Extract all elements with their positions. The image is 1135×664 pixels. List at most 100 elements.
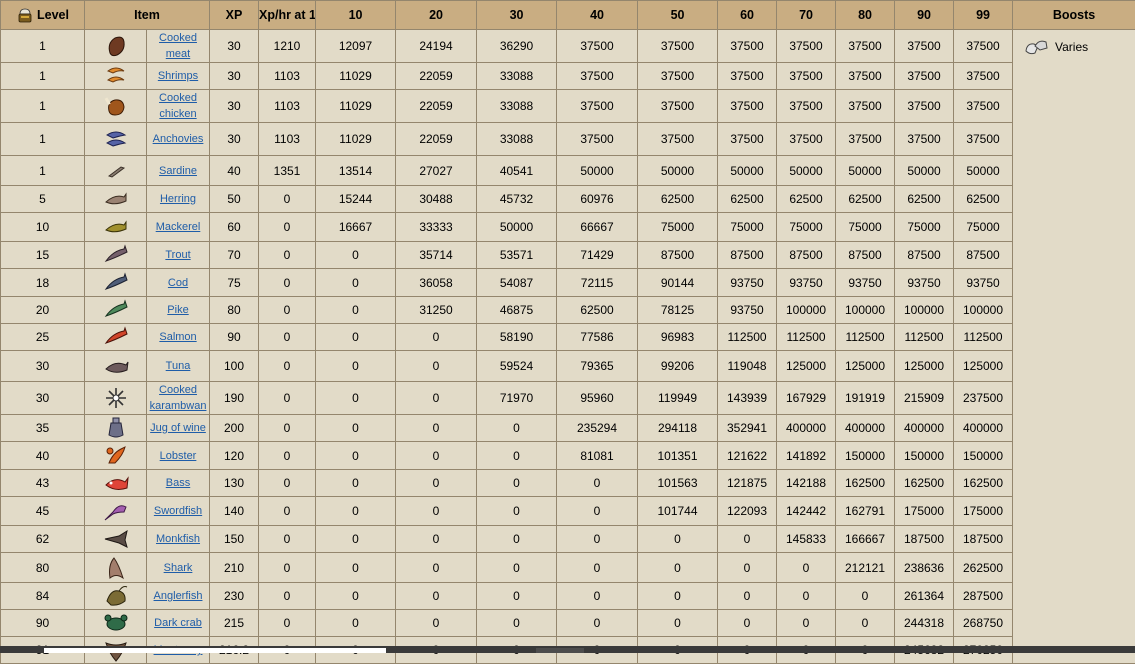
- item-link[interactable]: Jug of wine: [150, 422, 206, 434]
- xp-cell: 30: [210, 30, 259, 63]
- header-item[interactable]: Item: [85, 1, 210, 30]
- item-link[interactable]: Anchovies: [153, 133, 204, 145]
- xphr-cell: 0: [259, 269, 316, 297]
- header-20[interactable]: 20: [396, 1, 477, 30]
- item-icon-cell[interactable]: [85, 213, 147, 242]
- bass-icon[interactable]: [101, 470, 131, 496]
- item-link[interactable]: Sardine: [159, 165, 197, 177]
- item-icon-cell[interactable]: [85, 553, 147, 583]
- trout-icon[interactable]: [101, 242, 131, 268]
- item-link[interactable]: Salmon: [159, 331, 196, 343]
- header-30[interactable]: 30: [477, 1, 557, 30]
- xphr-cell: 37500: [777, 63, 836, 90]
- item-icon-cell[interactable]: [85, 186, 147, 213]
- salmon-icon[interactable]: [101, 324, 131, 350]
- item-icon-cell[interactable]: [85, 269, 147, 297]
- item-link[interactable]: Trout: [165, 249, 190, 261]
- header-level[interactable]: Level: [1, 1, 85, 30]
- level-cell: 18: [1, 269, 85, 297]
- header-boosts[interactable]: Boosts: [1013, 1, 1135, 30]
- header-99[interactable]: 99: [954, 1, 1013, 30]
- xphr-cell: 87500: [836, 242, 895, 269]
- xphr-cell: 400000: [836, 415, 895, 442]
- item-link[interactable]: Bass: [166, 477, 190, 489]
- level-cell: 1: [1, 123, 85, 156]
- item-link[interactable]: Swordfish: [154, 505, 202, 517]
- header-90[interactable]: 90: [895, 1, 954, 30]
- level-cell: 1: [1, 30, 85, 63]
- swordfish-icon[interactable]: [101, 498, 131, 524]
- item-icon-cell[interactable]: [85, 583, 147, 610]
- item-icon-cell[interactable]: [85, 351, 147, 382]
- mackerel-icon[interactable]: [101, 214, 131, 240]
- xphr-cell: 191919: [836, 382, 895, 415]
- item-icon-cell[interactable]: [85, 63, 147, 90]
- item-icon-cell[interactable]: [85, 156, 147, 186]
- pike-icon[interactable]: [101, 297, 131, 323]
- xphr-cell: 238636: [895, 553, 954, 583]
- item-link[interactable]: Cooked chicken: [159, 92, 197, 120]
- dark-crab-icon[interactable]: [101, 610, 131, 636]
- cooked-karambwan-icon[interactable]: [101, 385, 131, 411]
- item-link[interactable]: Shark: [164, 562, 193, 574]
- item-link[interactable]: Cooked meat: [159, 32, 197, 60]
- xphr-cell: 13514: [316, 156, 396, 186]
- item-icon-cell[interactable]: [85, 442, 147, 470]
- item-icon-cell[interactable]: [85, 90, 147, 123]
- item-link[interactable]: Herring: [160, 193, 196, 205]
- header-10[interactable]: 10: [316, 1, 396, 30]
- item-link[interactable]: Tuna: [166, 360, 191, 372]
- item-icon-cell[interactable]: [85, 497, 147, 526]
- item-link[interactable]: Cod: [168, 277, 188, 289]
- header-80[interactable]: 80: [836, 1, 895, 30]
- scrollbar-thumb[interactable]: [44, 648, 386, 653]
- item-link[interactable]: Shrimps: [158, 70, 198, 82]
- item-link[interactable]: Lobster: [160, 450, 197, 462]
- item-link[interactable]: Monkfish: [156, 533, 200, 545]
- xphr-cell: 78125: [638, 297, 718, 324]
- item-link[interactable]: Anglerfish: [154, 590, 203, 602]
- header-40[interactable]: 40: [557, 1, 638, 30]
- cod-icon[interactable]: [101, 270, 131, 296]
- item-icon-cell[interactable]: [85, 415, 147, 442]
- header-50[interactable]: 50: [638, 1, 718, 30]
- anchovies-icon[interactable]: [101, 126, 131, 152]
- cooked-meat-icon[interactable]: [101, 33, 131, 59]
- item-icon-cell[interactable]: [85, 123, 147, 156]
- anglerfish-icon[interactable]: [101, 583, 131, 609]
- herring-icon[interactable]: [101, 186, 131, 212]
- header-60[interactable]: 60: [718, 1, 777, 30]
- xphr-cell: 37500: [638, 123, 718, 156]
- item-link[interactable]: Pike: [167, 304, 188, 316]
- item-link[interactable]: Mackerel: [156, 221, 201, 233]
- xphr-cell: 30488: [396, 186, 477, 213]
- item-icon-cell[interactable]: [85, 470, 147, 497]
- tuna-icon[interactable]: [101, 353, 131, 379]
- header-xp[interactable]: XP: [210, 1, 259, 30]
- item-icon-cell[interactable]: [85, 30, 147, 63]
- item-link[interactable]: Cooked karambwan: [150, 384, 207, 412]
- item-icon-cell[interactable]: [85, 297, 147, 324]
- xphr-cell: 0: [259, 186, 316, 213]
- xphr-cell: 33088: [477, 63, 557, 90]
- item-link[interactable]: Dark crab: [154, 617, 202, 629]
- xphr-cell: 37500: [557, 123, 638, 156]
- shark-icon[interactable]: [101, 555, 131, 581]
- header-70[interactable]: 70: [777, 1, 836, 30]
- cooked-chicken-icon[interactable]: [101, 93, 131, 119]
- monkfish-icon[interactable]: [101, 526, 131, 552]
- item-icon-cell[interactable]: [85, 242, 147, 269]
- header-xphr-1[interactable]: Xp/hr at 1: [259, 1, 316, 30]
- lobster-icon[interactable]: [101, 443, 131, 469]
- jug-of-wine-icon[interactable]: [101, 415, 131, 441]
- item-icon-cell[interactable]: [85, 324, 147, 351]
- item-icon-cell[interactable]: [85, 610, 147, 637]
- sardine-icon[interactable]: [101, 158, 131, 184]
- shrimps-icon[interactable]: [101, 63, 131, 89]
- item-icon-cell[interactable]: [85, 382, 147, 415]
- xphr-cell: 0: [259, 351, 316, 382]
- item-icon-cell[interactable]: [85, 526, 147, 553]
